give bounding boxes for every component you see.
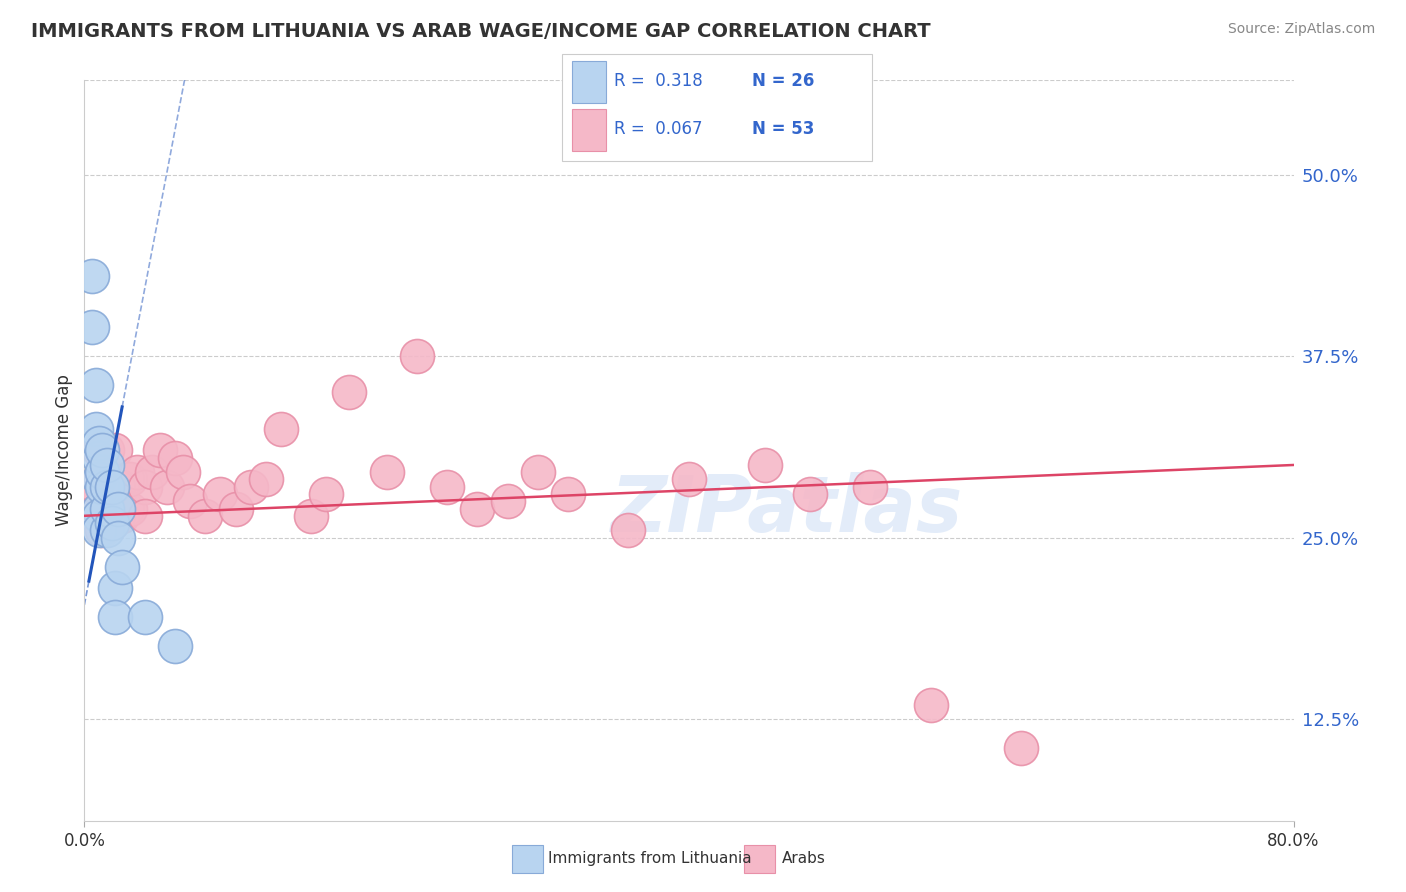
Point [80,320,103,334]
Point [89,501,111,516]
Point [115,473,138,487]
Point [96,501,118,516]
Point [496,494,519,508]
Point [107,501,129,516]
Point [91,524,114,538]
Point [156,480,179,494]
Point [557,487,579,501]
Point [107,480,129,494]
Point [80,269,103,284]
Point [89,473,111,487]
Point [111,480,134,494]
Point [1011,741,1033,756]
Point [91,465,114,479]
Point [80,494,103,508]
Point [270,422,292,436]
Point [96,524,118,538]
Y-axis label: Wage/Income Gap: Wage/Income Gap [55,375,73,526]
Point [86,378,108,392]
Point [107,531,129,545]
Point [194,508,217,523]
Point [617,524,640,538]
Point [91,480,114,494]
Point [127,465,149,479]
Point [104,443,127,458]
Point [527,465,550,479]
Point [107,508,129,523]
Point [96,480,118,494]
Point [91,465,114,479]
Point [100,480,122,494]
Point [315,487,337,501]
Point [859,480,882,494]
Point [799,487,821,501]
Point [96,508,118,523]
Point [467,501,489,516]
Text: Source: ZipAtlas.com: Source: ZipAtlas.com [1227,22,1375,37]
Point [149,443,172,458]
Point [111,559,134,574]
Point [165,450,187,465]
Text: R =  0.067: R = 0.067 [614,120,703,138]
Point [104,508,127,523]
Point [239,480,262,494]
Point [172,465,194,479]
Point [89,501,111,516]
Text: N = 26: N = 26 [752,72,814,90]
Point [100,487,122,501]
Text: N = 53: N = 53 [752,120,814,138]
Point [96,443,118,458]
Point [115,501,138,516]
Text: R =  0.318: R = 0.318 [614,72,703,90]
Point [89,524,111,538]
Point [165,640,187,654]
Point [225,501,247,516]
Point [100,516,122,530]
Point [141,465,163,479]
Text: Arabs: Arabs [782,852,825,866]
Point [920,698,942,712]
Point [96,480,118,494]
Point [134,480,156,494]
Point [209,487,232,501]
Point [104,610,127,624]
Text: Immigrants from Lithuania: Immigrants from Lithuania [548,852,752,866]
Point [86,422,108,436]
Point [375,465,398,479]
Point [111,508,134,523]
Point [86,480,108,494]
Point [104,582,127,596]
Point [100,516,122,530]
Point [89,508,111,523]
Point [89,443,111,458]
Point [134,610,156,624]
Point [91,443,114,458]
Point [118,473,141,487]
Point [89,436,111,450]
Point [406,349,429,363]
Point [118,501,141,516]
Point [678,473,700,487]
Point [337,385,360,400]
Text: IMMIGRANTS FROM LITHUANIA VS ARAB WAGE/INCOME GAP CORRELATION CHART: IMMIGRANTS FROM LITHUANIA VS ARAB WAGE/I… [31,22,931,41]
Point [96,458,118,472]
Point [134,508,156,523]
Point [436,480,458,494]
Point [299,508,322,523]
Point [254,473,277,487]
Point [89,450,111,465]
Text: ZIPatlas: ZIPatlas [610,472,962,548]
Point [754,458,776,472]
Point [179,494,201,508]
